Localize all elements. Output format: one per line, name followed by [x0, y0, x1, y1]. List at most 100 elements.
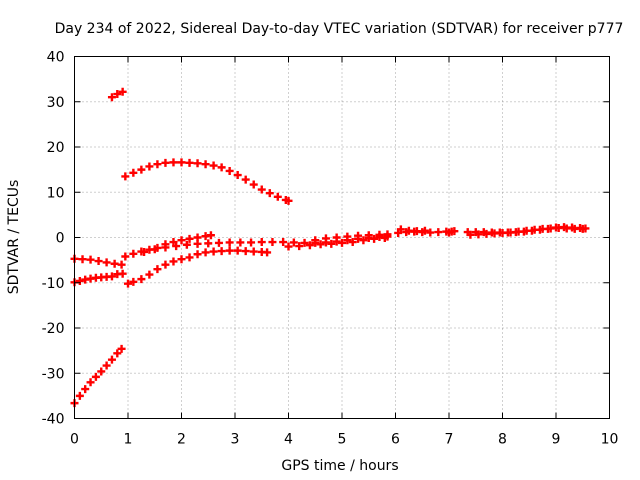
- data-point: [265, 189, 274, 198]
- data-point: [97, 367, 106, 376]
- data-point: [185, 234, 194, 243]
- data-point: [530, 225, 539, 234]
- data-point: [94, 257, 103, 266]
- axis-ticks: [74, 56, 610, 419]
- data-point: [538, 224, 547, 233]
- x-tick-label: 9: [552, 432, 561, 448]
- point-series: [311, 230, 392, 245]
- data-point: [375, 230, 384, 239]
- data-point: [233, 171, 242, 180]
- data-point: [257, 238, 266, 247]
- data-point: [434, 228, 443, 237]
- data-point: [273, 192, 282, 201]
- data-point: [279, 238, 288, 247]
- data-point: [233, 246, 242, 255]
- data-point: [420, 226, 429, 235]
- data-point: [129, 277, 138, 286]
- data-point: [121, 172, 130, 181]
- data-point: [129, 249, 138, 258]
- data-point: [209, 161, 218, 170]
- data-point: [118, 87, 127, 96]
- data-point: [578, 224, 587, 233]
- data-point: [124, 279, 132, 288]
- data-point: [570, 224, 579, 233]
- x-tick-label: 0: [70, 432, 79, 448]
- data-point: [193, 159, 202, 168]
- data-point: [102, 258, 111, 267]
- data-point: [169, 158, 178, 167]
- data-point: [193, 250, 202, 259]
- data-point: [247, 238, 256, 247]
- data-point: [482, 229, 491, 238]
- data-point: [263, 248, 272, 257]
- data-point: [498, 228, 507, 237]
- y-tick-labels: -40 -30 -20 -10 0 10 20 30 40: [42, 50, 65, 428]
- data-point: [316, 240, 325, 249]
- x-axis-label: GPS time / hours: [281, 458, 398, 474]
- y-tick-label: 40: [47, 50, 65, 66]
- x-tick-label: 10: [601, 432, 619, 448]
- data-point: [140, 247, 149, 256]
- data-point: [137, 275, 146, 284]
- data-point: [295, 242, 304, 251]
- data-point: [506, 228, 515, 237]
- data-point: [412, 227, 421, 236]
- data-point: [177, 255, 186, 264]
- point-series: [396, 225, 429, 236]
- point-series: [124, 246, 272, 288]
- chart-title: Day 234 of 2022, Sidereal Day-to-day VTE…: [55, 21, 624, 37]
- x-tick-label: 6: [391, 432, 400, 448]
- y-tick-label: 20: [47, 140, 65, 156]
- data-point: [354, 231, 363, 240]
- x-tick-label: 7: [445, 432, 454, 448]
- data-point: [370, 234, 379, 243]
- data-point: [185, 253, 194, 262]
- data-point: [161, 243, 170, 252]
- data-point: [201, 160, 210, 169]
- data-point: [172, 242, 181, 251]
- data-point: [289, 238, 298, 247]
- data-point: [217, 163, 226, 172]
- point-series: [107, 87, 127, 102]
- data-point: [110, 259, 119, 268]
- data-point: [268, 238, 277, 247]
- data-point: [118, 269, 127, 278]
- y-tick-label: 10: [47, 185, 65, 201]
- data-point: [383, 230, 392, 239]
- data-point: [185, 158, 194, 167]
- data-point: [107, 272, 116, 281]
- data-point: [150, 245, 159, 254]
- data-point: [225, 166, 234, 175]
- data-point: [241, 175, 250, 184]
- y-tick-label: 30: [47, 95, 65, 111]
- y-axis-label: SDTVAR / TECUs: [6, 180, 22, 295]
- point-series: [121, 231, 215, 261]
- x-tick-label: 4: [284, 432, 293, 448]
- y-tick-label: -10: [42, 276, 65, 292]
- data-point: [117, 260, 126, 269]
- grid-lines: [74, 56, 610, 419]
- x-tick-labels: 0 1 2 3 4 5 6 7 8 9 10: [70, 432, 618, 448]
- data-point: [241, 247, 250, 256]
- data-point: [332, 233, 341, 242]
- data-point: [201, 248, 210, 257]
- data-point: [209, 247, 218, 256]
- x-tick-label: 5: [338, 432, 347, 448]
- x-tick-label: 8: [498, 432, 507, 448]
- data-point: [107, 355, 116, 364]
- data-point: [546, 224, 555, 233]
- data-point: [107, 93, 116, 102]
- data-point: [343, 232, 352, 241]
- data-point: [145, 162, 154, 171]
- data-point: [466, 230, 475, 239]
- data-point: [236, 238, 245, 247]
- data-point: [177, 158, 186, 167]
- data-point: [554, 223, 563, 232]
- point-series: [70, 344, 126, 408]
- data-point: [284, 242, 293, 251]
- data-point: [113, 90, 122, 99]
- data-point: [490, 229, 499, 238]
- data-point: [86, 378, 95, 387]
- data-point: [182, 240, 191, 249]
